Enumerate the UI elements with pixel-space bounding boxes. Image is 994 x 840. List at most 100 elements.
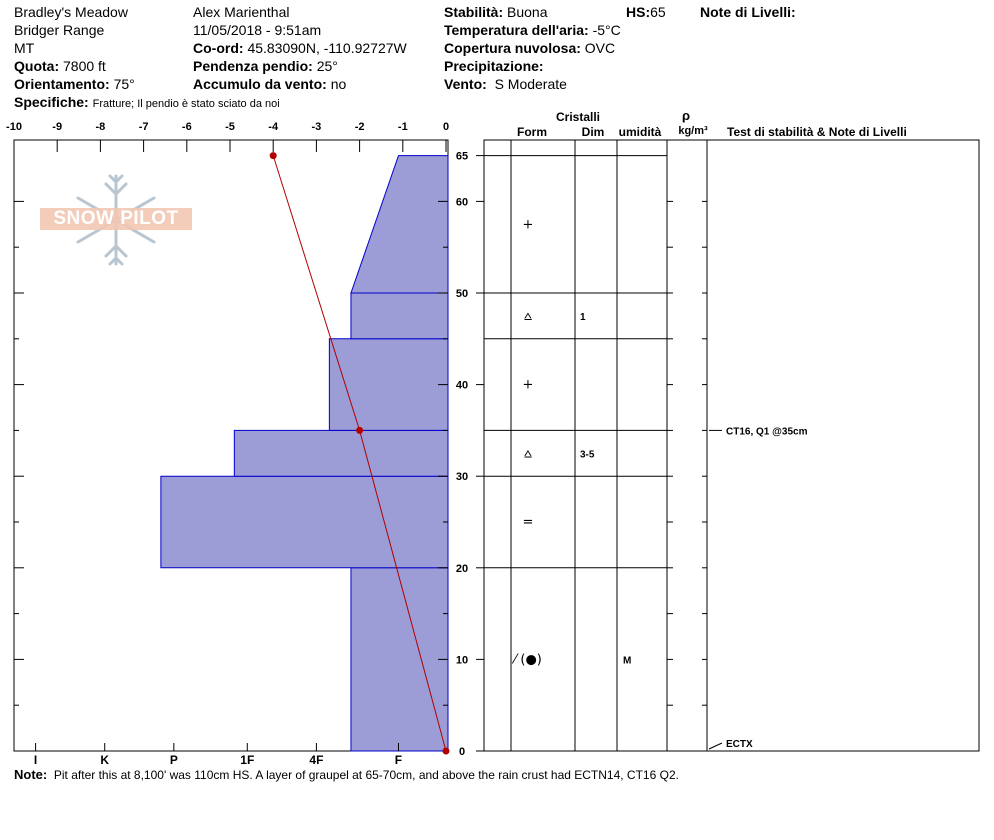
grain-form: +	[523, 378, 534, 393]
air-temperature: Temperatura dell'aria: -5°C	[444, 21, 621, 39]
wind-load-value: no	[330, 76, 347, 92]
hardness-tick-label: F	[395, 753, 402, 767]
aspect-label: Orientamento:	[14, 76, 110, 92]
hardness-tick-label: I	[34, 753, 37, 767]
height-tick-label: 30	[456, 471, 468, 483]
wind-loading: Accumulo da vento: no	[193, 75, 346, 93]
hardness-axis: I K P 1F 4F F	[34, 743, 402, 767]
coords-label: Co-ord:	[193, 40, 244, 56]
aspect: Orientamento: 75°	[14, 75, 135, 93]
temp-tick-label: -1	[398, 121, 408, 133]
density-symbol: ρ	[682, 108, 690, 123]
footer-note: Note: Pit after this at 8,100' was 110cm…	[14, 766, 679, 784]
temp-tick-label: -3	[312, 121, 322, 133]
test-label: ECTX	[726, 739, 753, 750]
air-temp-label: Temperatura dell'aria:	[444, 22, 589, 38]
height-tick-label: 60	[456, 196, 468, 208]
density-unit: kg/m³	[678, 125, 708, 137]
hardness-layer	[350, 292, 449, 340]
state-name: MT	[14, 40, 35, 56]
height-tick-label: 10	[456, 654, 468, 666]
grain-size: 1	[580, 312, 586, 323]
hs-label: HS:	[626, 4, 651, 20]
precip-label: Precipitazione:	[444, 58, 544, 74]
grain-size: 3-5	[580, 449, 595, 460]
slope-value: 25°	[316, 58, 338, 74]
grain-form: =	[523, 515, 534, 530]
aspect-value: 75°	[113, 76, 135, 92]
hardness-tick-label: K	[100, 753, 109, 767]
wind-value: S Moderate	[494, 76, 567, 92]
stability-tests: CT16, Q1 @35cm ECTX	[708, 426, 808, 750]
layer-table: Cristalli Form Dim umidità ρ kg/m³ Test …	[483, 108, 980, 752]
form-header: Form	[517, 125, 547, 139]
note-text: Pit after this at 8,100' was 110cm HS. A…	[53, 768, 679, 782]
layer-notes-label: Note di Livelli:	[700, 4, 796, 20]
hardness-layer	[233, 429, 449, 477]
specifics-label: Specifiche:	[14, 94, 89, 110]
snowpilot-logo: SNOW PILOT	[40, 172, 192, 268]
snowflake-icon	[40, 174, 192, 266]
specifics: Specifiche: Fratture; Il pendio è stato …	[14, 93, 280, 113]
hardness-tick-label: P	[170, 753, 178, 767]
hardness-tick-label: 4F	[309, 753, 323, 767]
date-time: 11/05/2018 - 9:51am	[193, 22, 322, 38]
elevation-value: 7800 ft	[63, 58, 106, 74]
hs-value: 65	[650, 4, 666, 20]
elevation: Quota: 7800 ft	[14, 57, 106, 75]
sky-cover: Copertura nuvolosa: OVC	[444, 39, 615, 57]
size-header: Dim	[582, 125, 605, 139]
temperature-point	[356, 426, 364, 434]
stability-label: Stabilità:	[444, 4, 504, 20]
location-name: Bradley's Meadow	[14, 4, 128, 20]
table-border	[483, 139, 980, 752]
grain-form: ⁄ (●)	[511, 652, 542, 667]
wind-load-label: Accumulo da vento:	[193, 76, 327, 92]
grain-form: +	[523, 217, 534, 232]
observer: Alex Marienthal	[193, 4, 290, 20]
hardness-layer	[328, 338, 449, 431]
temp-tick-label: -5	[225, 121, 235, 133]
hardness-layer	[160, 475, 449, 569]
tests-header: Test di stabilità & Note di Livelli	[727, 125, 907, 139]
temp-tick-label: -6	[182, 121, 192, 133]
temp-tick-label: -10	[6, 121, 22, 133]
sky-value: OVC	[584, 40, 616, 56]
temp-tick-label: -8	[96, 121, 106, 133]
logo-text: SNOW PILOT	[53, 208, 179, 229]
stability-value: Buona	[507, 4, 548, 20]
height-tick-label: 65	[456, 151, 468, 163]
height-tick-label: 40	[456, 380, 468, 392]
hardness-layer	[350, 155, 449, 294]
temp-tick-label: -4	[268, 121, 279, 133]
grain-form: ⩟	[524, 309, 532, 324]
temp-tick-label: -7	[139, 121, 149, 133]
temperature-profile	[269, 152, 450, 755]
height-axis: 0 10 20 30 40 50 60 65	[14, 151, 707, 758]
hardness-profile	[160, 155, 449, 752]
table-rows: + ⩟ 1 + ⩟ 3-5 = ⁄ (●) M	[484, 155, 667, 667]
height-tick-label: 20	[456, 563, 468, 575]
coordinates: Co-ord: 45.83090N, -110.92727W	[193, 39, 407, 57]
crystals-header: Cristalli	[556, 110, 600, 124]
hardness-tick-label: 1F	[240, 753, 254, 767]
height-tick-label: 50	[456, 288, 468, 300]
specifics-value: Fratture; Il pendio è stato sciato da no…	[92, 98, 280, 110]
slope-angle: Pendenza pendio: 25°	[193, 57, 338, 75]
elevation-label: Quota:	[14, 58, 60, 74]
wind: Vento: S Moderate	[444, 75, 567, 93]
air-temp-value: -5°C	[592, 22, 621, 38]
moisture-value: M	[623, 655, 631, 666]
height-tick-label: 0	[459, 746, 465, 758]
sky-label: Copertura nuvolosa:	[444, 40, 581, 56]
snow-height: HS:65	[626, 3, 666, 21]
wind-label: Vento:	[444, 76, 487, 92]
range-name: Bridger Range	[14, 22, 105, 38]
temperature-point	[269, 152, 277, 160]
temperature-point	[442, 747, 450, 755]
coords-value: 45.83090N, -110.92727W	[247, 40, 407, 56]
precipitation: Precipitazione:	[444, 57, 544, 75]
temp-tick-label: -9	[52, 121, 62, 133]
grain-form: ⩟	[524, 446, 532, 461]
